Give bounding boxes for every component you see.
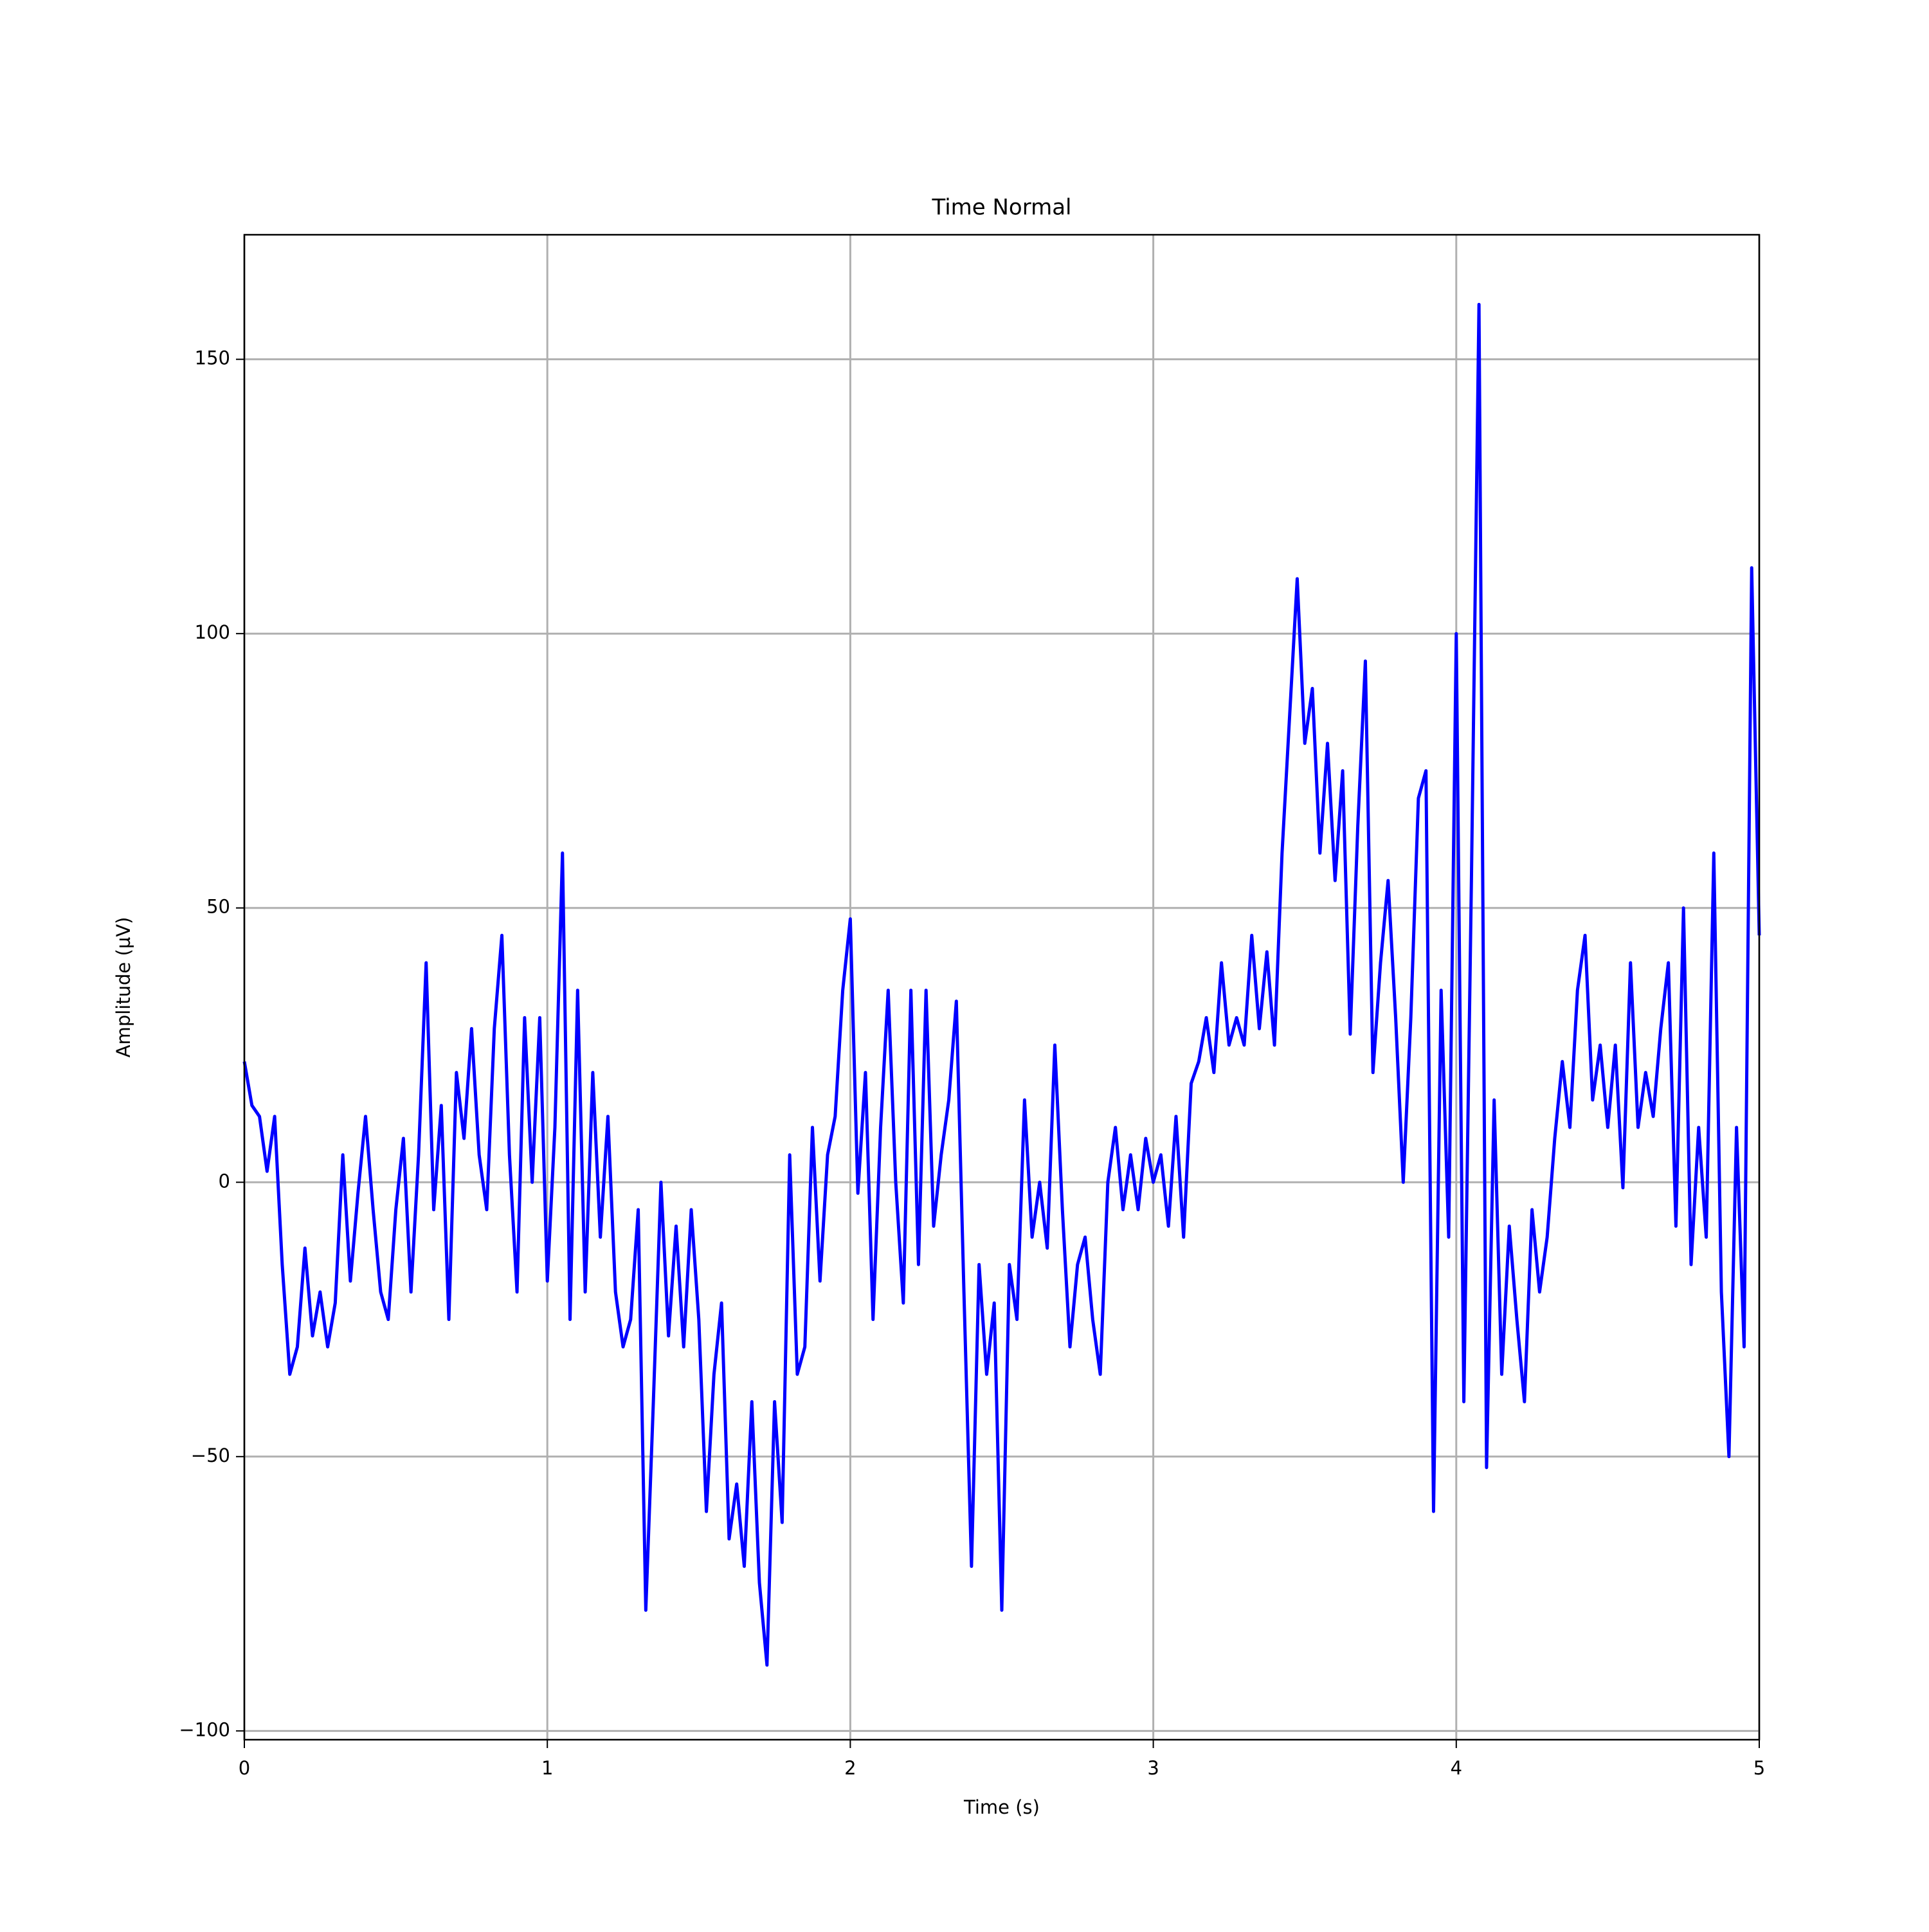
y-axis-label: Amplitude (µV)	[113, 917, 134, 1058]
x-tick-label: 4	[1451, 1757, 1462, 1779]
y-tick-label: −100	[179, 1718, 230, 1740]
x-tick-label: 1	[541, 1757, 553, 1779]
x-tick-label: 0	[239, 1757, 250, 1779]
x-tick-label: 3	[1147, 1757, 1159, 1779]
x-axis-label: Time (s)	[963, 1796, 1040, 1818]
y-tick-label: 100	[195, 621, 230, 643]
plot-frame	[243, 233, 1761, 1741]
chart-title: Time Normal	[931, 195, 1071, 221]
y-tick-label: 0	[219, 1170, 230, 1192]
y-tick-label: 150	[195, 347, 230, 369]
y-tick-label: −50	[191, 1444, 230, 1466]
x-tick-label: 5	[1753, 1757, 1765, 1779]
data-line	[242, 302, 1761, 1667]
x-tick-label: 2	[844, 1757, 856, 1779]
y-tick-label: 50	[206, 896, 230, 918]
